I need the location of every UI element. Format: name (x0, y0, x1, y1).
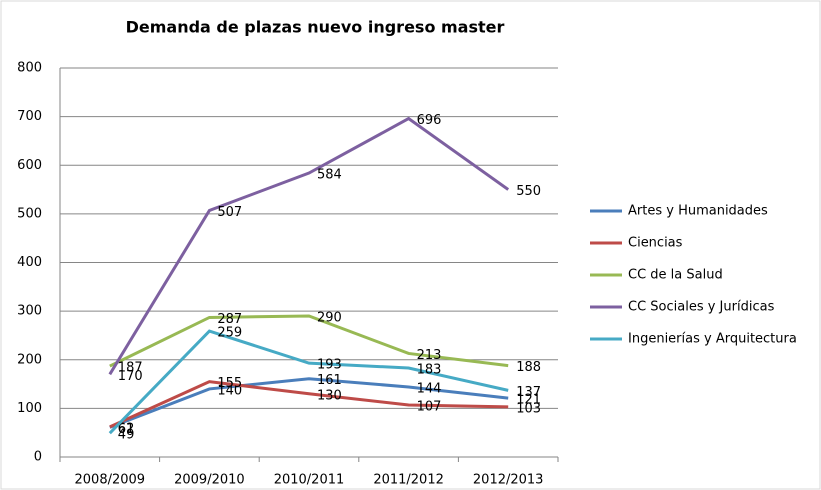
y-tick-label: 0 (34, 450, 42, 465)
data-label: 187 (118, 361, 143, 376)
data-label: 130 (317, 388, 342, 403)
y-tick-label: 700 (17, 109, 42, 124)
data-label: 103 (516, 401, 541, 416)
series-line (109, 314, 509, 368)
legend-label: Artes y Humanidades (628, 204, 768, 219)
data-label: 193 (317, 358, 342, 373)
data-label: 161 (317, 373, 342, 388)
legend-label: Ciencias (628, 236, 683, 251)
data-label: 137 (516, 385, 541, 400)
legend-label: CC de la Salud (628, 268, 723, 283)
y-tick-label: 600 (17, 158, 42, 173)
legend-label: CC Sociales y Jurídicas (628, 300, 775, 315)
data-label: 140 (217, 383, 242, 398)
data-label: 121 (516, 393, 541, 408)
data-label: 170 (118, 369, 143, 384)
legend-label: Ingenierías y Arquitectura (628, 332, 797, 347)
data-label: 49 (118, 428, 135, 443)
x-tick-label: 2010/2011 (274, 473, 345, 488)
data-label: 188 (516, 360, 541, 375)
data-label: 213 (417, 348, 442, 363)
data-label: 696 (417, 113, 442, 128)
y-tick-label: 200 (17, 352, 42, 367)
y-tick-label: 100 (17, 401, 42, 416)
series-line (109, 380, 509, 429)
series-line (108, 329, 509, 435)
data-label: 62 (118, 421, 135, 436)
x-tick-label: 2012/2013 (473, 473, 544, 488)
data-label: 507 (217, 205, 242, 220)
data-label: 287 (217, 312, 242, 327)
y-tick-label: 800 (17, 61, 42, 76)
y-tick-label: 400 (17, 255, 42, 270)
data-label: 61 (118, 422, 135, 437)
data-label: 584 (317, 168, 342, 183)
data-label: 155 (217, 376, 242, 391)
x-tick-label: 2008/2009 (75, 473, 146, 488)
data-label: 144 (417, 381, 442, 396)
data-label: 107 (417, 399, 442, 414)
x-tick-label: 2009/2010 (174, 473, 245, 488)
y-tick-label: 300 (17, 304, 42, 319)
y-tick-label: 500 (17, 206, 42, 221)
data-label: 550 (516, 184, 541, 199)
x-tick-label: 2011/2012 (373, 473, 444, 488)
data-label: 259 (217, 326, 242, 341)
series-line (109, 377, 509, 429)
data-label: 290 (317, 310, 342, 325)
data-label: 183 (417, 363, 442, 378)
series-line (108, 116, 510, 376)
chart-title: Demanda de plazas nuevo ingreso master (126, 18, 505, 37)
